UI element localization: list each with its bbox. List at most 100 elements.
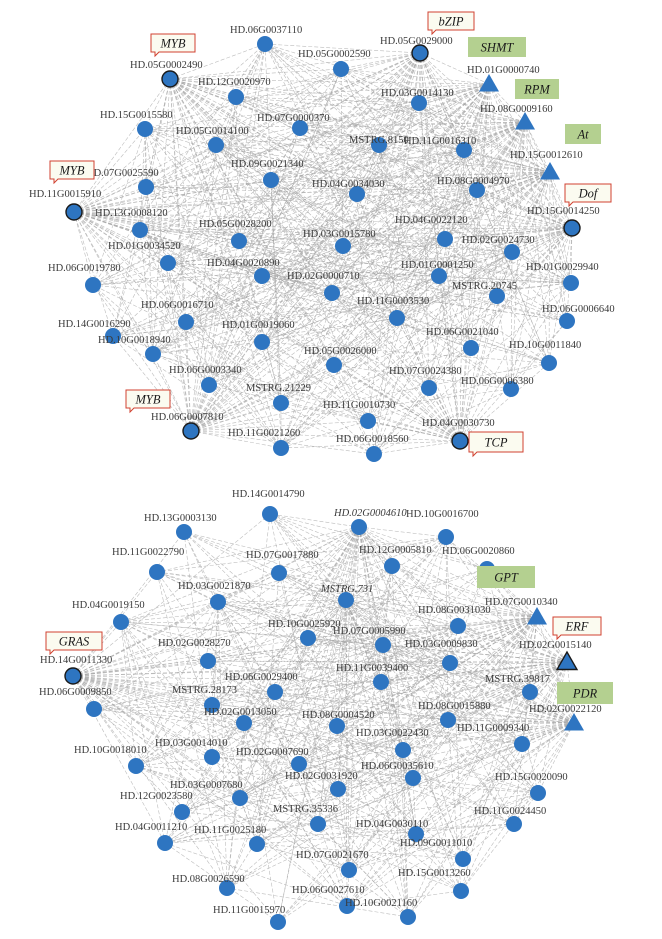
gene-node[interactable] [514, 736, 530, 752]
gene-node-triangle[interactable] [515, 112, 535, 130]
gene-node[interactable] [204, 697, 220, 713]
gene-node-triangle[interactable] [540, 162, 560, 180]
gene-node[interactable] [400, 909, 416, 925]
gene-node[interactable] [208, 137, 224, 153]
gene-node[interactable] [273, 395, 289, 411]
gene-node[interactable] [489, 288, 505, 304]
hub-gene-node[interactable] [65, 203, 83, 221]
gene-node[interactable] [263, 172, 279, 188]
gene-node[interactable] [128, 758, 144, 774]
gene-node[interactable] [324, 285, 340, 301]
gene-node[interactable] [438, 529, 454, 545]
gene-node[interactable] [257, 36, 273, 52]
gene-node[interactable] [389, 310, 405, 326]
gene-node[interactable] [200, 653, 216, 669]
gene-node[interactable] [310, 816, 326, 832]
gene-node[interactable] [273, 440, 289, 456]
gene-node[interactable] [267, 684, 283, 700]
gene-node[interactable] [530, 785, 546, 801]
gene-node[interactable] [450, 618, 466, 634]
gene-node[interactable] [437, 231, 453, 247]
gene-node[interactable] [86, 701, 102, 717]
gene-node[interactable] [339, 898, 355, 914]
gene-node[interactable] [201, 377, 217, 393]
hub-gene-node[interactable] [161, 70, 179, 88]
gene-node[interactable] [559, 313, 575, 329]
gene-node[interactable] [232, 790, 248, 806]
gene-node[interactable] [236, 715, 252, 731]
hub-gene-node[interactable] [563, 219, 581, 237]
gene-node[interactable] [292, 120, 308, 136]
gene-node[interactable] [371, 137, 387, 153]
gene-node[interactable] [138, 179, 154, 195]
gene-node[interactable] [204, 749, 220, 765]
gene-node[interactable] [270, 914, 286, 930]
gene-node[interactable] [254, 268, 270, 284]
gene-node[interactable] [442, 655, 458, 671]
gene-node[interactable] [132, 222, 148, 238]
gene-node[interactable] [145, 346, 161, 362]
hub-gene-node[interactable] [451, 432, 469, 450]
gene-node[interactable] [219, 880, 235, 896]
gene-node[interactable] [228, 89, 244, 105]
gene-node[interactable] [338, 592, 354, 608]
gene-node[interactable] [522, 684, 538, 700]
gene-node[interactable] [349, 186, 365, 202]
gene-node[interactable] [541, 355, 557, 371]
gene-node[interactable] [333, 61, 349, 77]
gene-node-triangle[interactable] [479, 74, 499, 92]
gene-node[interactable] [469, 182, 485, 198]
gene-node[interactable] [174, 804, 190, 820]
gene-node[interactable] [254, 334, 270, 350]
gene-node[interactable] [149, 564, 165, 580]
gene-node[interactable] [384, 558, 400, 574]
gene-node[interactable] [366, 446, 382, 462]
gene-node[interactable] [249, 836, 265, 852]
gene-node[interactable] [160, 255, 176, 271]
gene-node[interactable] [85, 277, 101, 293]
gene-node[interactable] [373, 674, 389, 690]
gene-node[interactable] [395, 742, 411, 758]
gene-node[interactable] [504, 244, 520, 260]
gene-node[interactable] [563, 275, 579, 291]
gene-node[interactable] [440, 712, 456, 728]
gene-node[interactable] [113, 614, 129, 630]
gene-node[interactable] [341, 862, 357, 878]
gene-node[interactable] [329, 718, 345, 734]
gene-node[interactable] [456, 142, 472, 158]
gene-node[interactable] [178, 314, 194, 330]
hub-gene-node[interactable] [411, 44, 429, 62]
gene-node-triangle[interactable] [527, 607, 547, 625]
gene-node[interactable] [105, 328, 121, 344]
gene-node[interactable] [210, 594, 226, 610]
gene-node[interactable] [176, 524, 192, 540]
gene-node-triangle[interactable] [564, 713, 584, 731]
gene-node[interactable] [431, 268, 447, 284]
gene-node[interactable] [157, 835, 173, 851]
gene-node[interactable] [503, 381, 519, 397]
gene-node[interactable] [455, 851, 471, 867]
gene-node[interactable] [137, 121, 153, 137]
gene-node[interactable] [330, 781, 346, 797]
hub-gene-node[interactable] [182, 422, 200, 440]
gene-node[interactable] [405, 770, 421, 786]
gene-node[interactable] [421, 380, 437, 396]
gene-node[interactable] [463, 340, 479, 356]
gene-node[interactable] [351, 519, 367, 535]
gene-node[interactable] [411, 95, 427, 111]
gene-node[interactable] [408, 826, 424, 842]
network-edge [120, 536, 447, 623]
hub-gene-node[interactable] [64, 667, 82, 685]
gene-node[interactable] [271, 565, 287, 581]
gene-node[interactable] [453, 883, 469, 899]
gene-node[interactable] [360, 413, 376, 429]
gene-node[interactable] [231, 233, 247, 249]
gene-node[interactable] [506, 816, 522, 832]
gene-node[interactable] [335, 238, 351, 254]
gene-node[interactable] [326, 357, 342, 373]
gene-node[interactable] [291, 756, 307, 772]
gene-node[interactable] [300, 630, 316, 646]
gene-node[interactable] [262, 506, 278, 522]
gene-node-triangle[interactable] [555, 650, 579, 671]
gene-node[interactable] [375, 637, 391, 653]
